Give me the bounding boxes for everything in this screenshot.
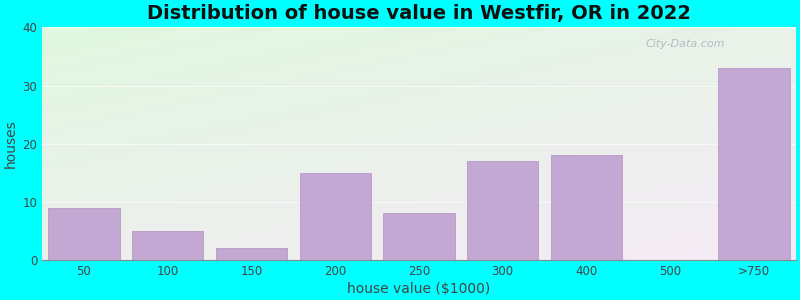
Bar bbox=[383, 213, 454, 260]
Title: Distribution of house value in Westfir, OR in 2022: Distribution of house value in Westfir, … bbox=[147, 4, 691, 23]
Bar bbox=[551, 155, 622, 260]
Y-axis label: houses: houses bbox=[4, 119, 18, 168]
Bar bbox=[132, 231, 203, 260]
Bar bbox=[48, 208, 119, 260]
Bar bbox=[216, 248, 287, 260]
Bar bbox=[300, 173, 370, 260]
Bar bbox=[718, 68, 790, 260]
X-axis label: house value ($1000): house value ($1000) bbox=[347, 282, 490, 296]
Bar bbox=[467, 161, 538, 260]
Text: City-Data.com: City-Data.com bbox=[645, 39, 725, 49]
